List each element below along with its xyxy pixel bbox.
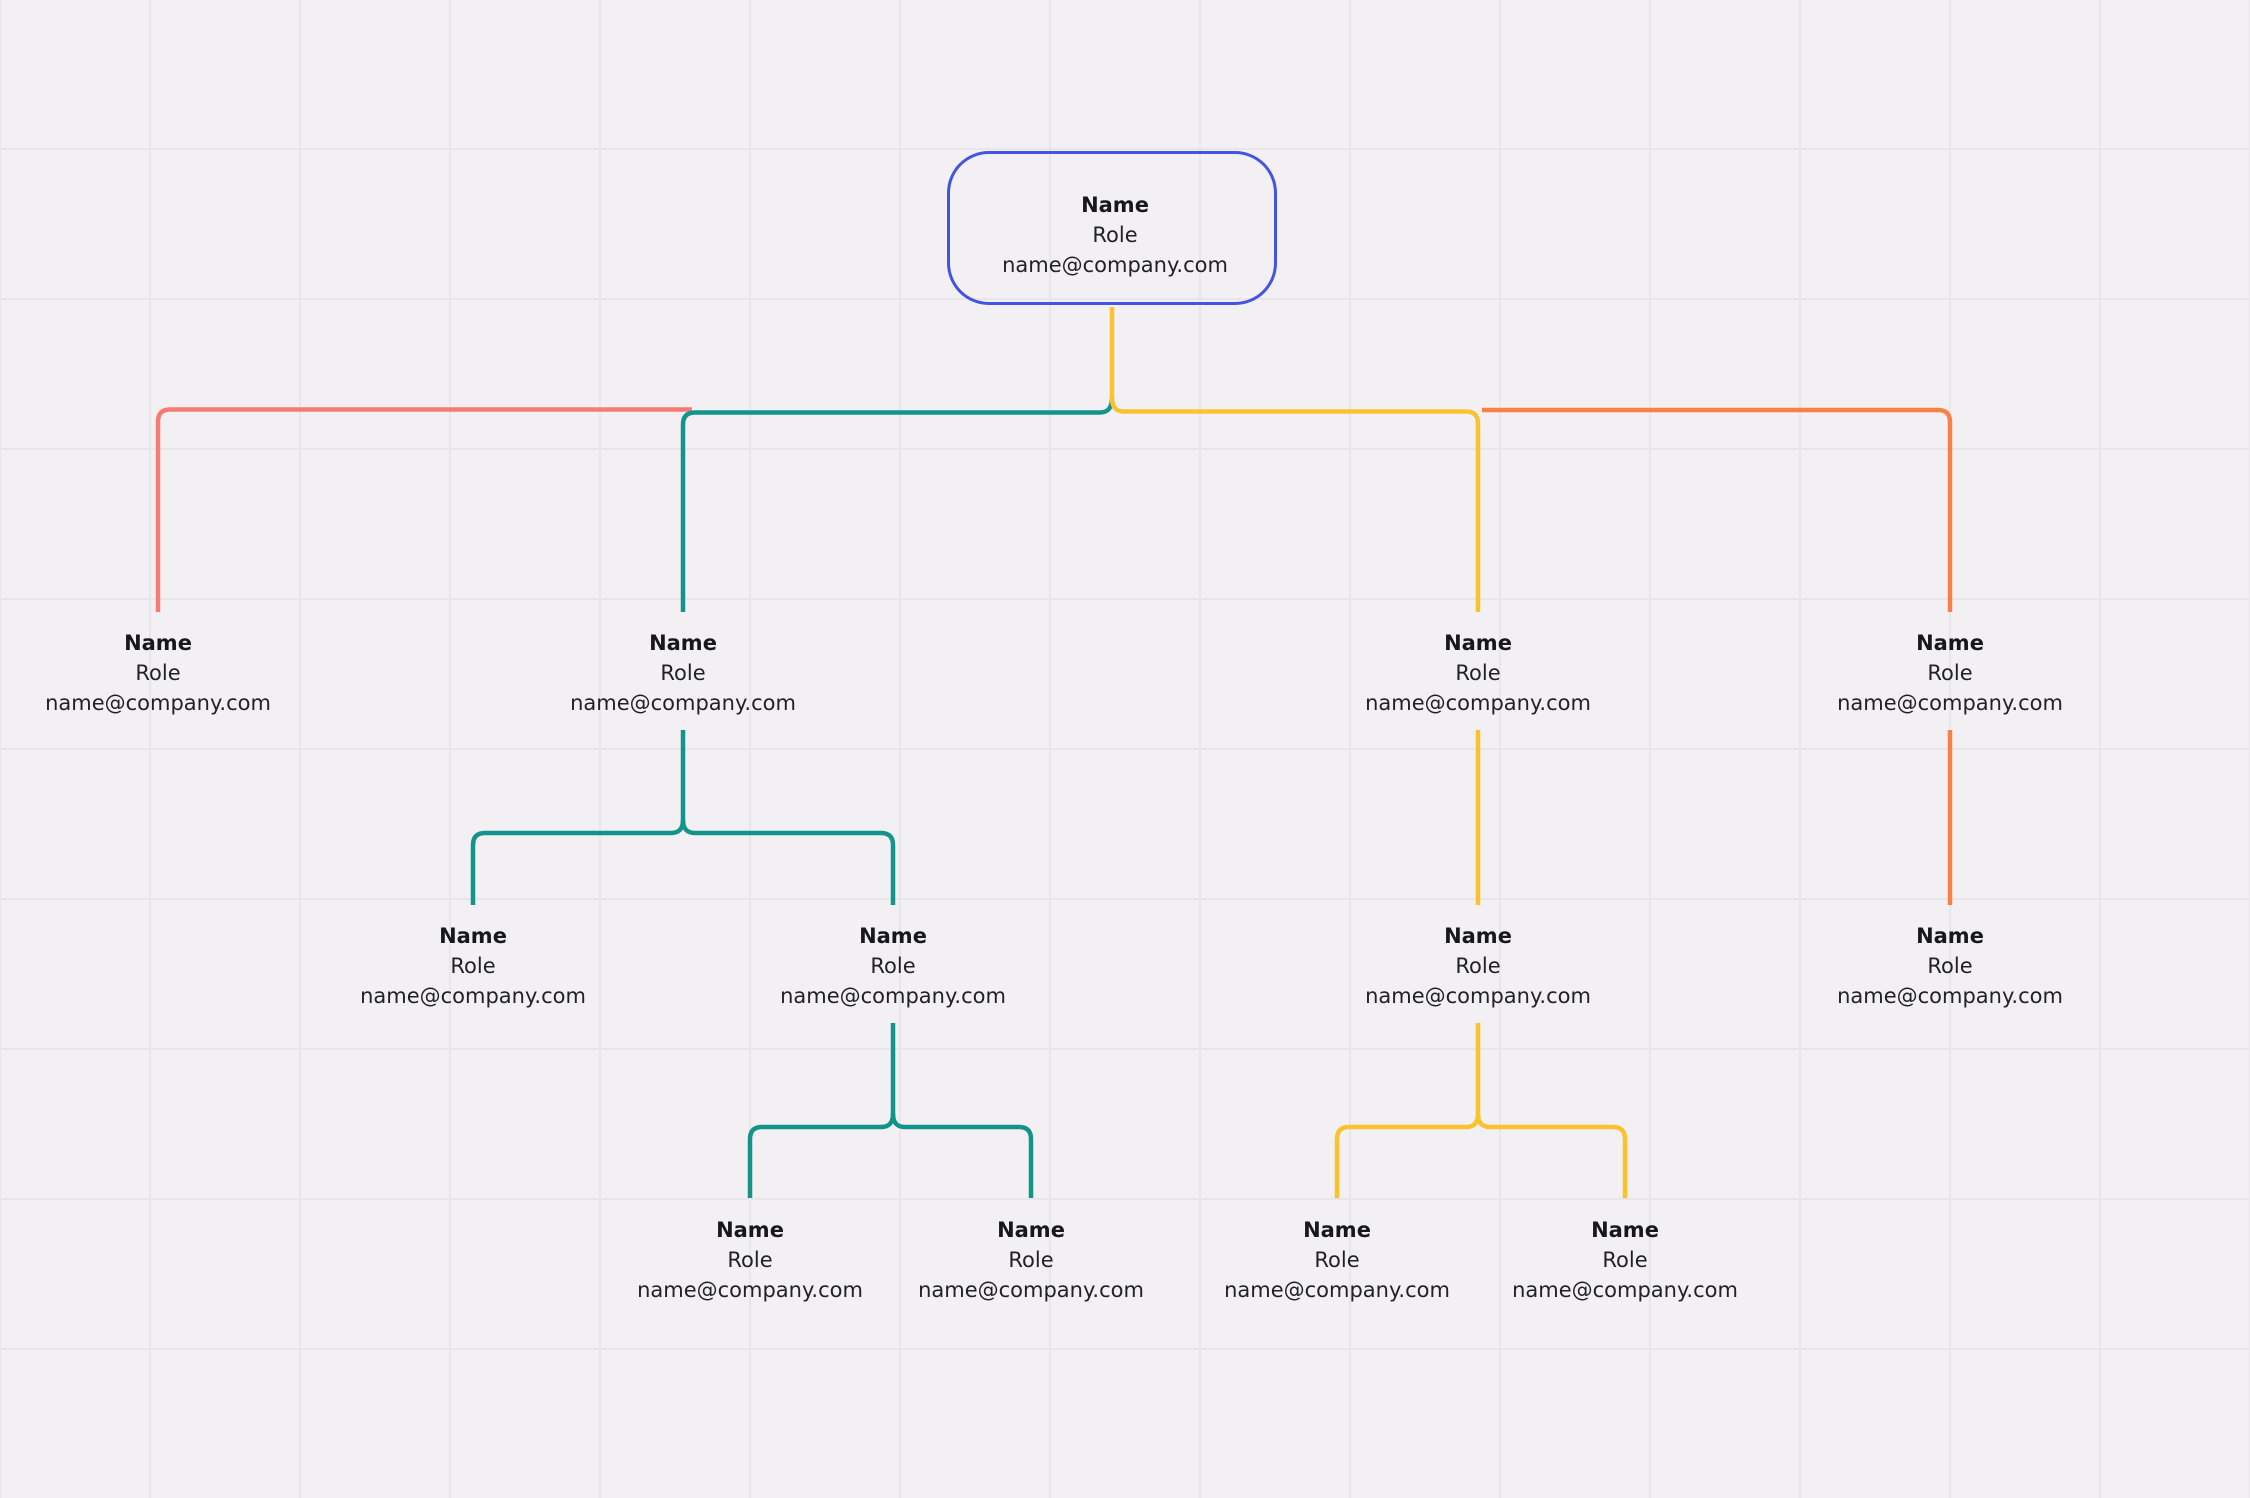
node-name: Name bbox=[859, 924, 927, 948]
org-node-l2-yellow[interactable]: Name Role name@company.com bbox=[1308, 921, 1648, 1011]
connector-teal-l2-right bbox=[680, 819, 896, 905]
node-name: Name bbox=[997, 1218, 1065, 1242]
node-role: Role bbox=[1602, 1248, 1648, 1272]
node-name: Name bbox=[1916, 631, 1984, 655]
connector-orange-l1 bbox=[1482, 407, 1953, 612]
node-role: Role bbox=[1455, 954, 1501, 978]
node-name: Name bbox=[439, 924, 507, 948]
node-role: Role bbox=[1455, 661, 1501, 685]
node-name: Name bbox=[1081, 193, 1149, 217]
node-email: name@company.com bbox=[918, 1278, 1144, 1302]
node-role: Role bbox=[1927, 661, 1973, 685]
root-node[interactable]: Name Role name@company.com bbox=[945, 190, 1285, 280]
org-node-l1-teal[interactable]: Name Role name@company.com bbox=[513, 628, 853, 718]
connector-teal-l3-right bbox=[890, 1113, 1034, 1198]
node-role: Role bbox=[727, 1248, 773, 1272]
node-email: name@company.com bbox=[1002, 253, 1228, 277]
node-role: Role bbox=[660, 661, 706, 685]
connector-red-l1 bbox=[155, 407, 692, 612]
node-email: name@company.com bbox=[1224, 1278, 1450, 1302]
node-email: name@company.com bbox=[1512, 1278, 1738, 1302]
connector-yellow-l3-right bbox=[1475, 1113, 1628, 1198]
org-node-l3-teal-right[interactable]: Name Role name@company.com bbox=[861, 1215, 1201, 1305]
node-email: name@company.com bbox=[1837, 691, 2063, 715]
node-email: name@company.com bbox=[570, 691, 796, 715]
node-name: Name bbox=[1444, 924, 1512, 948]
node-email: name@company.com bbox=[1837, 984, 2063, 1008]
connector-yellow-l3-left bbox=[1334, 1113, 1481, 1198]
node-role: Role bbox=[1314, 1248, 1360, 1272]
node-name: Name bbox=[1591, 1218, 1659, 1242]
node-email: name@company.com bbox=[1365, 691, 1591, 715]
org-node-l1-orange[interactable]: Name Role name@company.com bbox=[1780, 628, 2120, 718]
org-node-l3-teal-left[interactable]: Name Role name@company.com bbox=[580, 1215, 920, 1305]
node-email: name@company.com bbox=[637, 1278, 863, 1302]
node-role: Role bbox=[135, 661, 181, 685]
org-node-l2-teal-right[interactable]: Name Role name@company.com bbox=[723, 921, 1063, 1011]
org-node-l2-teal-left[interactable]: Name Role name@company.com bbox=[303, 921, 643, 1011]
node-name: Name bbox=[716, 1218, 784, 1242]
node-name: Name bbox=[1303, 1218, 1371, 1242]
org-node-l2-orange[interactable]: Name Role name@company.com bbox=[1780, 921, 2120, 1011]
node-name: Name bbox=[1916, 924, 1984, 948]
connector-teal-l1 bbox=[680, 397, 1115, 612]
node-name: Name bbox=[649, 631, 717, 655]
node-role: Role bbox=[1008, 1248, 1054, 1272]
org-node-l3-yellow-left[interactable]: Name Role name@company.com bbox=[1167, 1215, 1507, 1305]
connector-yellow-l1 bbox=[1109, 397, 1481, 612]
node-email: name@company.com bbox=[360, 984, 586, 1008]
node-role: Role bbox=[450, 954, 496, 978]
connector-teal-l3-left bbox=[747, 1113, 896, 1198]
node-name: Name bbox=[1444, 631, 1512, 655]
root-node-box[interactable]: Name Role name@company.com bbox=[947, 151, 1277, 305]
node-role: Role bbox=[1092, 223, 1138, 247]
node-role: Role bbox=[1927, 954, 1973, 978]
node-role: Role bbox=[870, 954, 916, 978]
node-email: name@company.com bbox=[45, 691, 271, 715]
node-email: name@company.com bbox=[780, 984, 1006, 1008]
org-node-l3-yellow-right[interactable]: Name Role name@company.com bbox=[1455, 1215, 1795, 1305]
connector-teal-l2-left bbox=[470, 819, 686, 905]
org-node-l1-red[interactable]: Name Role name@company.com bbox=[0, 628, 328, 718]
node-email: name@company.com bbox=[1365, 984, 1591, 1008]
org-node-l1-yellow[interactable]: Name Role name@company.com bbox=[1308, 628, 1648, 718]
node-name: Name bbox=[124, 631, 192, 655]
